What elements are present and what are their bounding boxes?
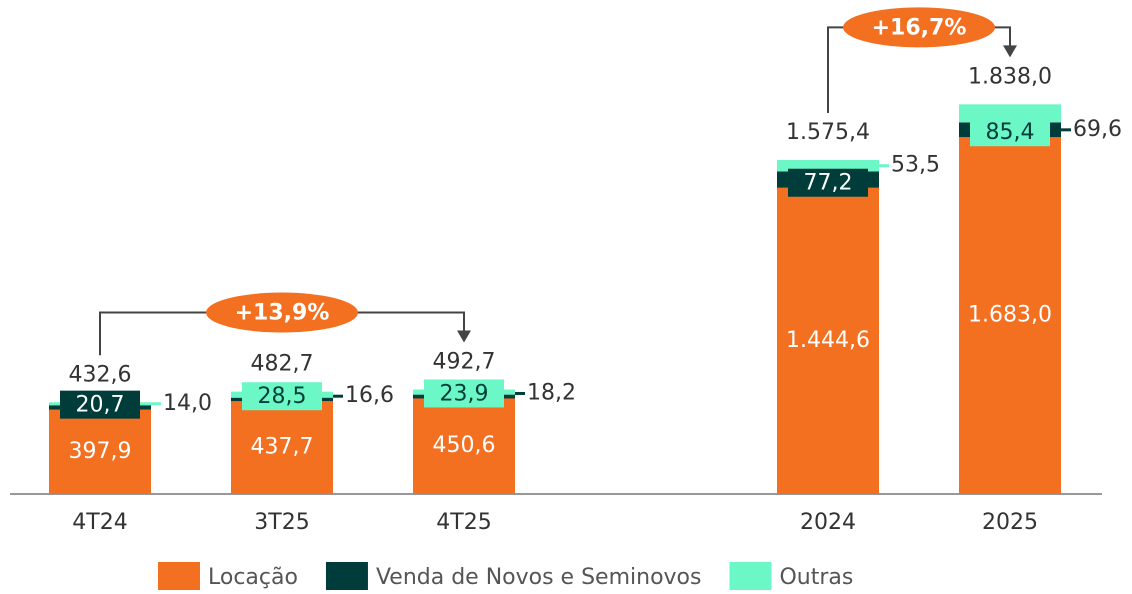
x-tick-label: 4T24 [72, 510, 127, 535]
bar-value-label: 23,9 [440, 381, 489, 406]
bar-value-label: 450,6 [433, 433, 496, 458]
bar-value-label: 16,6 [345, 383, 394, 408]
bar-segment [231, 401, 333, 494]
annotation-text: +13,9% [235, 301, 330, 326]
annotation-badge [206, 292, 358, 333]
x-tick-label: 3T25 [254, 510, 309, 535]
bar-value-label: 20,7 [76, 393, 125, 418]
bar-value-label: 437,7 [251, 435, 314, 460]
total-label: 432,6 [69, 362, 132, 387]
annotation-arrow [1003, 45, 1017, 58]
label-box [242, 382, 322, 411]
x-tick-label: 2025 [982, 510, 1038, 535]
bar-value-label: 1.444,6 [786, 328, 870, 353]
bar-value-label: 18,2 [527, 380, 576, 405]
total-label: 482,7 [251, 352, 314, 377]
annotation-text: +16,7% [872, 15, 967, 40]
label-box [424, 379, 504, 408]
legend-swatch [729, 562, 772, 592]
bar-segment [959, 137, 1061, 495]
label-box [970, 118, 1050, 147]
bar-value-label: 1.683,0 [968, 303, 1052, 328]
bar-segment [413, 398, 515, 494]
total-label: 1.838,0 [968, 64, 1052, 89]
bar-value-label: 85,4 [986, 120, 1035, 145]
total-label: 1.575,4 [786, 120, 870, 145]
label-box [60, 390, 140, 419]
bar-segment [777, 187, 879, 494]
bar-segment [777, 160, 879, 172]
x-tick-label: 4T25 [436, 510, 491, 535]
total-label: 492,7 [433, 350, 496, 375]
bar-value-label: 53,5 [891, 153, 940, 178]
bar-value-label: 397,9 [69, 439, 132, 464]
annotation-badge [843, 7, 995, 48]
bar-value-label: 77,2 [804, 171, 853, 196]
bar-value-label: 14,0 [163, 391, 212, 416]
legend-label: Venda de Novos e Seminovos [376, 565, 702, 590]
legend-label: Locação [208, 565, 298, 590]
legend-swatch [325, 562, 368, 592]
label-box [788, 168, 868, 197]
annotation-arrow [457, 330, 471, 343]
bar-value-label: 28,5 [258, 384, 307, 409]
legend-swatch [158, 562, 200, 592]
bar-value-label: 69,6 [1073, 117, 1122, 142]
bar-segment [959, 104, 1061, 123]
legend-label: Outras [779, 565, 853, 590]
bar-segment [49, 409, 151, 494]
x-tick-label: 2024 [800, 510, 856, 535]
